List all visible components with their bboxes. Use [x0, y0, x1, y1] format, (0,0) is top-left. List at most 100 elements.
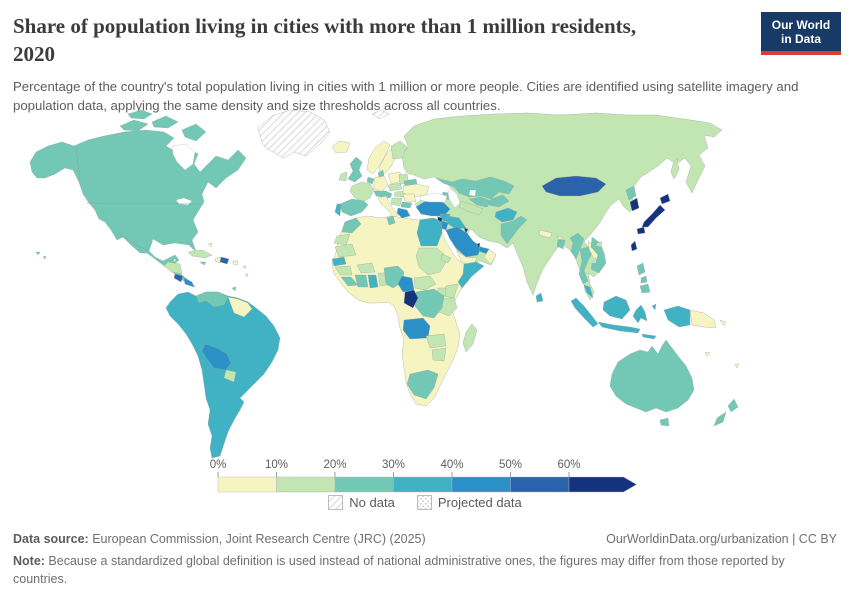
country-romania[interactable]	[402, 193, 417, 203]
country-egypt[interactable]	[416, 217, 443, 247]
country-cameroon[interactable]	[397, 275, 415, 293]
country-japan[interactable]	[641, 204, 666, 228]
country-kalimantan[interactable]	[602, 295, 631, 320]
country-tasmania[interactable]	[659, 417, 670, 427]
country-bahamas[interactable]	[207, 242, 213, 248]
country-eritrea[interactable]	[440, 253, 452, 264]
country-fiji[interactable]	[734, 363, 740, 369]
legend-bin-10-20%[interactable]	[276, 476, 336, 493]
country-indonesian-papua[interactable]	[663, 305, 691, 328]
country-paraguay[interactable]	[223, 369, 237, 383]
country-senegal[interactable]	[331, 256, 347, 267]
country-sakhalin[interactable]	[670, 157, 680, 180]
country-lesser-sunda[interactable]	[641, 333, 657, 340]
country-new-britain[interactable]	[719, 319, 727, 327]
country-congo[interactable]	[403, 289, 419, 309]
country-arctic-islands[interactable]	[127, 109, 153, 120]
country-zambia[interactable]	[425, 333, 447, 349]
country-honduras-nicaragua[interactable]	[163, 261, 183, 275]
country-ireland[interactable]	[338, 171, 348, 182]
country-turkmenistan[interactable]	[458, 200, 484, 216]
country-australia[interactable]	[609, 339, 695, 413]
country-philippines[interactable]	[636, 262, 646, 276]
country-south-korea[interactable]	[629, 197, 640, 212]
country-ivory-coast[interactable]	[354, 274, 369, 288]
country-dominican-republic[interactable]	[219, 256, 230, 265]
country-cambodia[interactable]	[590, 262, 603, 274]
country-south-africa[interactable]	[406, 369, 439, 400]
rights-link[interactable]: OurWorldinData.org/urbanization | CC BY	[606, 532, 837, 546]
country-iraq[interactable]	[446, 215, 467, 230]
legend-bin-0-10%[interactable]	[217, 476, 277, 493]
country-hawaii[interactable]	[35, 251, 41, 256]
country-madagascar[interactable]	[462, 323, 478, 353]
country-hainan[interactable]	[595, 241, 603, 248]
legend-bin-60%+[interactable]	[568, 476, 637, 493]
legend-bin-20-30%[interactable]	[334, 476, 394, 493]
country-guyanas[interactable]	[227, 296, 253, 318]
country-morocco[interactable]	[341, 217, 362, 234]
country-philippines[interactable]	[639, 283, 651, 294]
country-qatar[interactable]	[476, 242, 481, 249]
country-venezuela[interactable]	[195, 291, 229, 308]
country-java[interactable]	[597, 321, 641, 334]
country-japan[interactable]	[636, 226, 646, 235]
country-trinidad[interactable]	[231, 286, 237, 292]
country-bulgaria[interactable]	[400, 201, 413, 209]
country-taiwan[interactable]	[630, 240, 638, 252]
country-arctic-islands[interactable]	[151, 115, 179, 129]
country-new-zealand[interactable]	[713, 411, 727, 427]
country-haiti[interactable]	[214, 256, 222, 264]
country-uzbekistan[interactable]	[468, 196, 492, 208]
country-mongolia[interactable]	[541, 175, 607, 197]
country-sulawesi[interactable]	[632, 304, 648, 324]
country-cuba[interactable]	[187, 249, 213, 259]
country-kuwait[interactable]	[463, 227, 469, 234]
country-united-kingdom[interactable]	[347, 156, 363, 183]
legend-bin-40-50%[interactable]	[451, 476, 511, 493]
country-puerto-rico[interactable]	[232, 260, 239, 266]
country-philippines[interactable]	[640, 275, 648, 284]
country-pakistan[interactable]	[500, 215, 528, 245]
country-switzerland-austria[interactable]	[373, 190, 393, 199]
country-bangladesh[interactable]	[556, 239, 566, 250]
legend-bin-50-60%[interactable]	[510, 476, 570, 493]
country-svalbard[interactable]	[371, 109, 390, 120]
country-lesser-antilles[interactable]	[242, 265, 247, 270]
country-sudan[interactable]	[415, 247, 447, 276]
country-drc[interactable]	[414, 288, 445, 319]
country-myanmar[interactable]	[569, 232, 585, 260]
country-greece[interactable]	[396, 207, 411, 219]
country-north-korea[interactable]	[625, 185, 637, 201]
country-costa-rica[interactable]	[173, 273, 184, 283]
country-hawaii[interactable]	[42, 255, 47, 260]
country-jamaica[interactable]	[199, 261, 207, 266]
country-arctic-islands[interactable]	[119, 119, 149, 132]
country-spain[interactable]	[339, 198, 369, 217]
country-guinea[interactable]	[334, 265, 353, 276]
country-bhutan[interactable]	[556, 235, 563, 241]
country-afghanistan[interactable]	[494, 207, 518, 223]
country-greenland[interactable]	[257, 109, 331, 159]
country-italy[interactable]	[377, 195, 399, 218]
no-data-key[interactable]: No data	[328, 495, 395, 510]
country-nepal[interactable]	[538, 229, 553, 239]
country-zimbabwe[interactable]	[431, 347, 447, 362]
country-belize[interactable]	[172, 258, 177, 264]
country-mauritania[interactable]	[334, 243, 357, 258]
country-central-african-republic[interactable]	[413, 275, 437, 291]
country-papua-new-guinea[interactable]	[689, 309, 717, 329]
country-new-zealand[interactable]	[727, 398, 739, 413]
country-moluccas[interactable]	[651, 303, 657, 311]
country-panama[interactable]	[183, 277, 195, 288]
country-ghana[interactable]	[367, 274, 379, 289]
legend-bin-30-40%[interactable]	[393, 476, 453, 493]
country-oman[interactable]	[483, 248, 497, 265]
country-kyrgyzstan-tajikistan[interactable]	[488, 194, 510, 208]
country-denmark[interactable]	[377, 169, 385, 178]
country-canada-usa-mexico[interactable]	[29, 129, 247, 288]
country-iceland[interactable]	[331, 140, 351, 154]
country-balkans[interactable]	[390, 197, 403, 207]
country-germany[interactable]	[373, 175, 389, 193]
country-somalia[interactable]	[457, 261, 485, 289]
